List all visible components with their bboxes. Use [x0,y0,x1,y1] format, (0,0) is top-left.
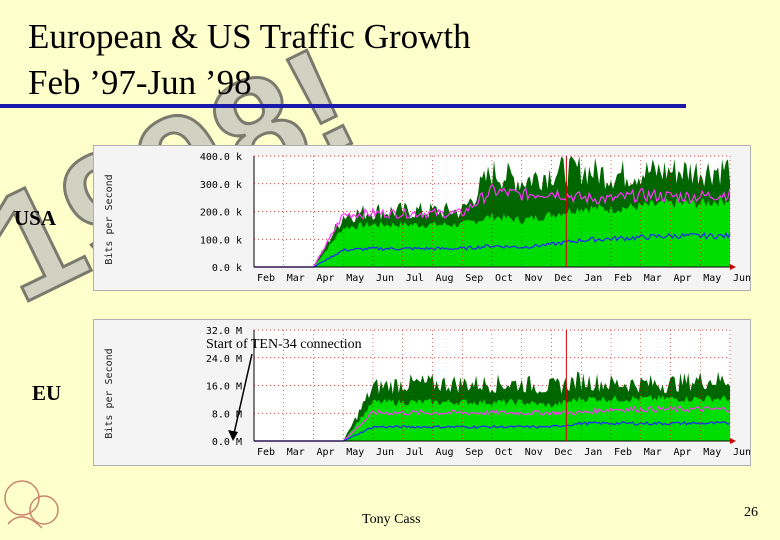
x-tick-label: Jun [376,447,394,458]
x-tick-label: Mar [644,273,662,284]
x-tick-label: Sep [465,447,483,458]
y-tick-label: 400.0 k [200,152,242,163]
x-tick-label: Mar [644,447,662,458]
x-tick-label: Aug [435,273,453,284]
usa-label: USA [14,206,57,230]
x-tick-label: Feb [257,273,275,284]
annotation-arrowhead [228,430,238,441]
x-tick-label: May [346,273,364,284]
y-tick-label: 300.0 k [200,180,242,191]
x-tick-label: Feb [257,447,275,458]
eu-chart-svg: Bits per Second 0.0 M 8.0 M 16.0 M 24.0 M 32.… [104,326,750,458]
series-area [254,195,730,267]
x-tick-label: Jan [584,273,602,284]
x-tick-label: May [703,273,721,284]
series-line [254,231,731,268]
x-tick-label: Sep [465,273,483,284]
x-tick-label: Oct [495,273,513,284]
title-line-1: European & US Traffic Growth [28,17,471,56]
y-tick-label: 8.0 M [212,409,242,420]
x-tick-label: Dec [554,273,572,284]
x-axis-arrow [730,264,736,270]
x-tick-label: Apr [316,273,334,284]
x-tick-label: Dec [554,447,572,458]
x-tick-label: Apr [316,447,334,458]
x-tick-label: Nov [525,273,543,284]
x-tick-label: Jun [733,273,750,284]
x-tick-label: Feb [614,447,632,458]
y-tick-label: 100.0 k [200,235,242,246]
x-tick-label: Nov [525,447,543,458]
title-line-2: Feb ’97-Jun ’98 [28,63,252,102]
x-axis-arrow [730,438,736,444]
y-tick-label: 200.0 k [200,208,242,219]
cern-logo-icon [4,480,59,529]
usa-traffic-chart: Bits per Second 0.0 k 100.0 k 200.0 k 300.0 … [93,145,751,291]
x-tick-label: Oct [495,447,513,458]
x-tick-label: Aug [435,447,453,458]
usa-chart-svg: Bits per Second 0.0 k 100.0 k 200.0 k 300.0 … [104,152,750,284]
presenter-name: Tony Cass [362,512,421,527]
x-tick-label: Jul [406,447,424,458]
y-tick-label: 32.0 M [206,326,242,337]
x-tick-label: May [703,447,721,458]
x-tick-label: Feb [614,273,632,284]
x-tick-label: Apr [673,273,691,284]
annotation-arrow [232,353,253,439]
x-tick-label: Jun [733,447,750,458]
y-axis-label: Bits per Second [104,348,115,438]
x-tick-label: Apr [673,447,691,458]
x-tick-label: Jul [406,273,424,284]
eu-traffic-chart: Bits per Second 0.0 M 8.0 M 16.0 M 24.0 M 32.… [93,319,751,466]
x-tick-label: Jan [584,447,602,458]
x-tick-label: Mar [287,447,305,458]
annotation-text: Start of TEN-34 connection [206,337,362,352]
y-tick-label: 0.0 M [212,437,242,448]
x-tick-label: May [346,447,364,458]
y-tick-label: 24.0 M [206,354,242,365]
slide-title: European & US Traffic Growth Feb ’97-Jun… [28,14,471,106]
title-underline [0,104,686,108]
x-tick-label: Mar [287,273,305,284]
eu-label: EU [32,381,62,405]
y-tick-label: 0.0 k [212,263,242,274]
y-tick-label: 16.0 M [206,382,242,393]
x-tick-label: Jun [376,273,394,284]
page-number: 26 [744,505,758,520]
y-axis-label: Bits per Second [104,174,115,264]
